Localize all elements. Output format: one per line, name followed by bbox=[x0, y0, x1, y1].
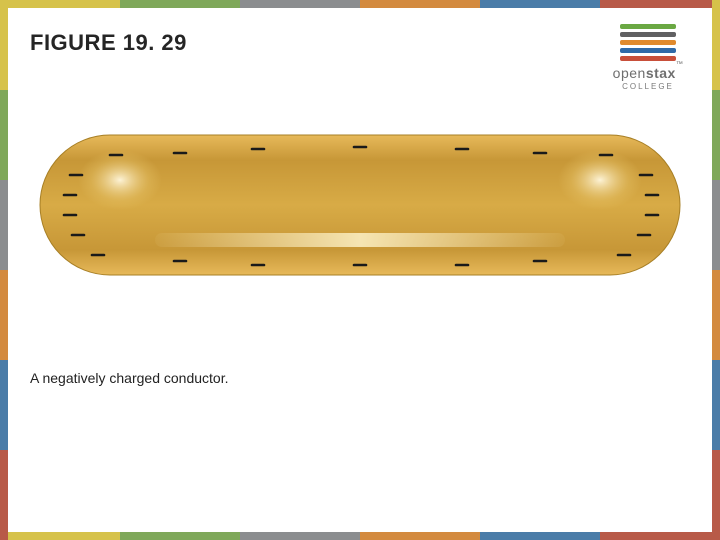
figure-diagram bbox=[30, 115, 690, 295]
right-border bbox=[712, 0, 720, 540]
top-border bbox=[0, 0, 720, 8]
figure-title: FIGURE 19. 29 bbox=[30, 30, 690, 56]
conductor-svg bbox=[30, 115, 690, 295]
bottom-border bbox=[0, 532, 720, 540]
left-border bbox=[0, 0, 8, 540]
figure-caption: A negatively charged conductor. bbox=[30, 370, 228, 386]
